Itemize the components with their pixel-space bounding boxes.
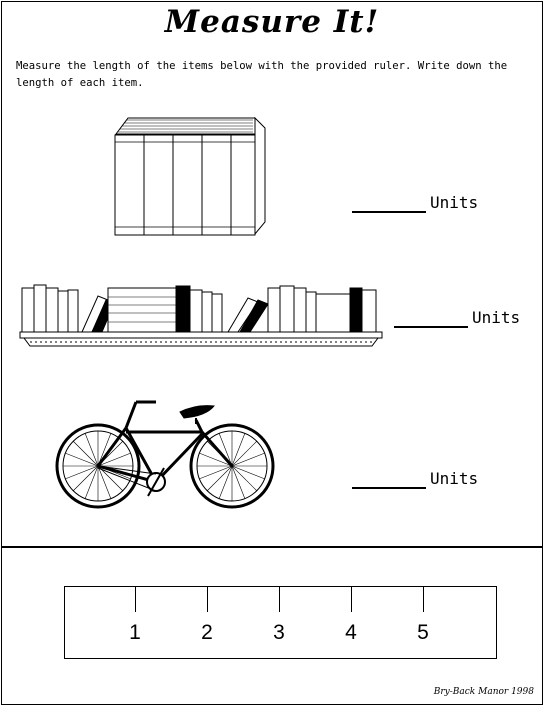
- unit-label: Units: [430, 469, 479, 488]
- bicycle-image: [55, 400, 275, 509]
- unit-label: Units: [472, 308, 521, 327]
- credit-text: Bry-Back Manor 1998: [433, 687, 534, 697]
- section-divider: [1, 546, 542, 548]
- ruler-tick-label: 2: [201, 621, 213, 644]
- page-title: Measure It!: [164, 4, 380, 40]
- ruler-tick: [207, 587, 208, 612]
- answer-blank-line[interactable]: [352, 487, 426, 489]
- answer-bicycle[interactable]: Units: [352, 469, 492, 489]
- answer-books-stack[interactable]: Units: [352, 193, 482, 213]
- ruler-tick: [423, 587, 424, 612]
- ruler: 1 2 3 4 5: [64, 586, 497, 659]
- ruler-tick-label: 1: [129, 621, 141, 644]
- unit-label: Units: [430, 193, 479, 212]
- instructions-text: Measure the length of the items below wi…: [16, 60, 508, 89]
- ruler-tick-label: 4: [345, 621, 357, 644]
- answer-bookshelf[interactable]: Units: [394, 308, 534, 328]
- books-stack-image: [114, 116, 266, 236]
- answer-blank-line[interactable]: [352, 211, 426, 213]
- ruler-tick: [279, 587, 280, 612]
- ruler-tick-label: 5: [417, 621, 429, 644]
- answer-blank-line[interactable]: [394, 326, 468, 328]
- ruler-tick: [135, 587, 136, 612]
- ruler-tick-label: 3: [273, 621, 285, 644]
- bookshelf-image: [19, 284, 383, 347]
- ruler-tick: [351, 587, 352, 612]
